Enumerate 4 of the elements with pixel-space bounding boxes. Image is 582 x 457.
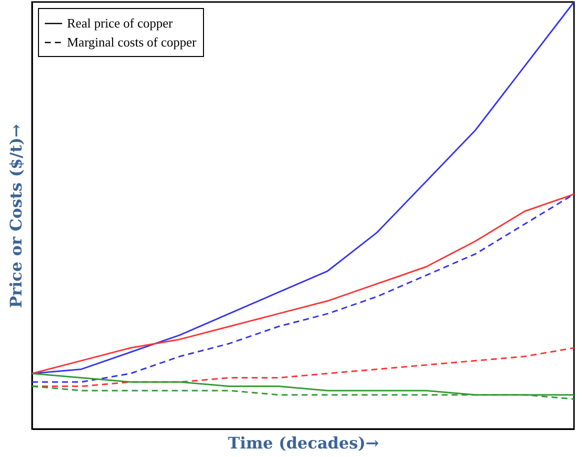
annotation: Marginal costs of copper <box>67 34 198 50</box>
y-axis-title: Price or Costs ($/t)→ <box>6 124 26 308</box>
x-axis-title: Time (decades)→ <box>228 434 380 452</box>
annotation: Real price of copper <box>67 16 174 30</box>
